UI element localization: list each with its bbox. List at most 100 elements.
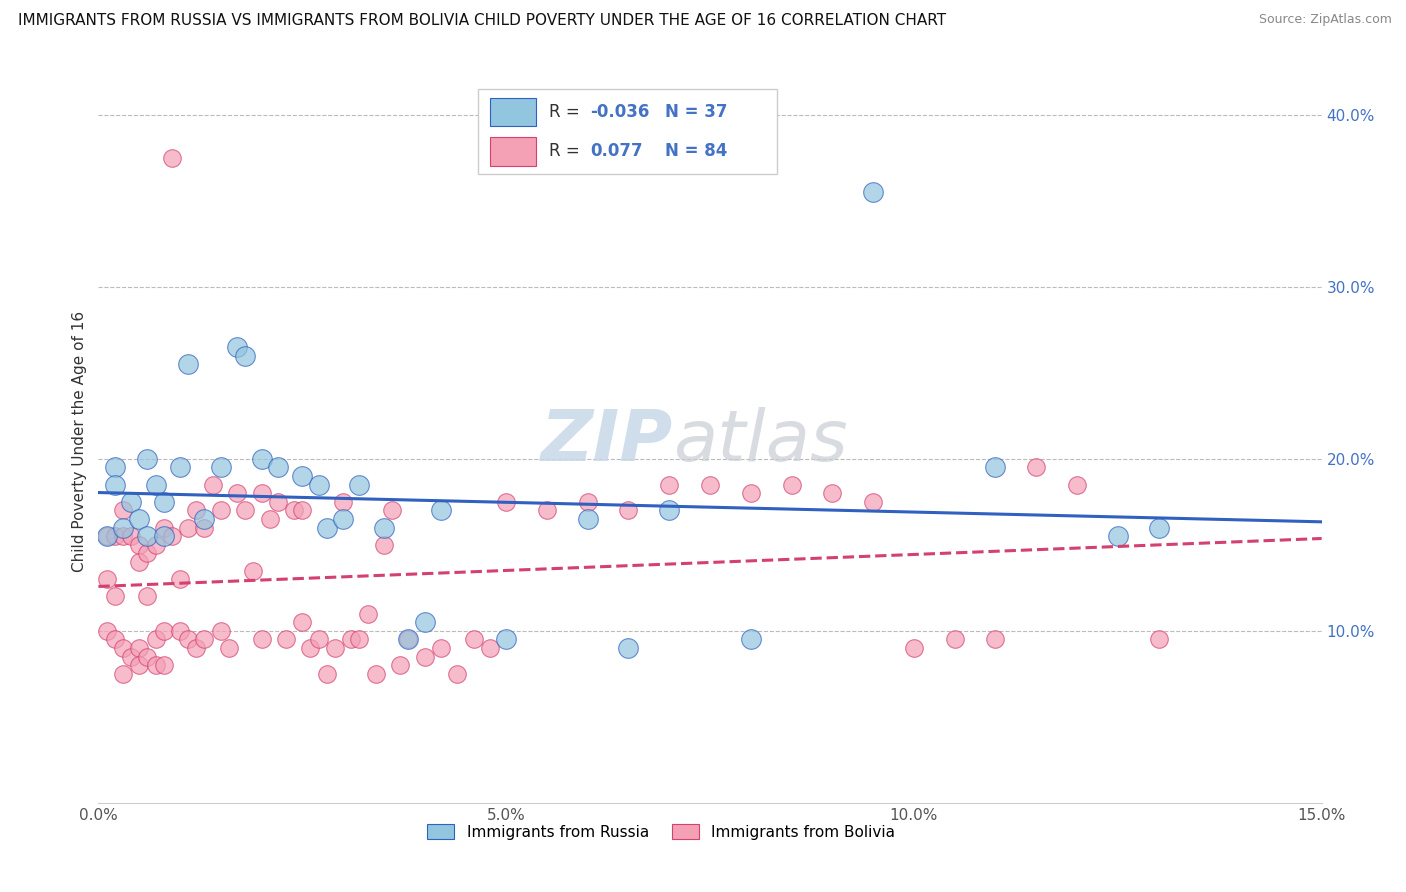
Point [104, 529, 127, 543]
Point [430, 503, 453, 517]
Point [984, 632, 1007, 647]
Point [943, 632, 966, 647]
Point [152, 658, 174, 673]
Point [193, 520, 215, 534]
Point [169, 624, 191, 638]
Point [177, 632, 200, 647]
Point [413, 649, 436, 664]
Point [218, 640, 240, 655]
FancyBboxPatch shape [478, 89, 778, 174]
Point [576, 512, 599, 526]
Point [209, 460, 232, 475]
Point [160, 151, 183, 165]
Point [315, 666, 337, 681]
Text: N = 37: N = 37 [665, 103, 727, 121]
Point [356, 607, 378, 621]
Point [478, 640, 501, 655]
Text: IMMIGRANTS FROM RUSSIA VS IMMIGRANTS FROM BOLIVIA CHILD POVERTY UNDER THE AGE OF: IMMIGRANTS FROM RUSSIA VS IMMIGRANTS FRO… [18, 13, 946, 29]
Point [128, 640, 150, 655]
Text: Source: ZipAtlas.com: Source: ZipAtlas.com [1258, 13, 1392, 27]
Point [250, 632, 273, 647]
Point [340, 632, 363, 647]
Point [104, 590, 127, 604]
Point [250, 451, 273, 466]
Point [136, 649, 159, 664]
Point [373, 538, 395, 552]
Point [96, 529, 118, 543]
Point [862, 494, 884, 508]
Text: atlas: atlas [673, 407, 848, 476]
Point [152, 529, 174, 543]
Point [136, 451, 159, 466]
Point [242, 564, 264, 578]
Text: ZIP: ZIP [541, 407, 673, 476]
Point [128, 555, 150, 569]
Point [128, 538, 150, 552]
Point [120, 649, 142, 664]
Point [308, 477, 330, 491]
Point [250, 486, 273, 500]
Point [396, 632, 419, 647]
Point [128, 512, 150, 526]
Point [104, 477, 127, 491]
Point [463, 632, 485, 647]
Point [495, 494, 517, 508]
Point [576, 494, 599, 508]
Legend: Immigrants from Russia, Immigrants from Bolivia: Immigrants from Russia, Immigrants from … [420, 818, 901, 846]
Point [332, 512, 354, 526]
Point [1147, 520, 1170, 534]
Point [821, 486, 844, 500]
Text: N = 84: N = 84 [665, 142, 727, 161]
Bar [489, 136, 536, 166]
Point [136, 529, 159, 543]
Point [413, 615, 436, 630]
Point [145, 632, 167, 647]
Point [209, 624, 232, 638]
Point [658, 477, 681, 491]
Point [446, 666, 468, 681]
Point [699, 477, 721, 491]
Bar [489, 97, 536, 127]
Point [233, 503, 256, 517]
Point [349, 477, 371, 491]
Point [1147, 632, 1170, 647]
Point [104, 460, 127, 475]
Point [186, 503, 208, 517]
Point [193, 632, 215, 647]
Point [536, 503, 558, 517]
Point [396, 632, 419, 647]
Point [308, 632, 330, 647]
Point [136, 590, 159, 604]
Point [315, 520, 337, 534]
Point [226, 486, 249, 500]
Point [1025, 460, 1047, 475]
Point [209, 503, 232, 517]
Point [111, 529, 134, 543]
Point [201, 477, 224, 491]
Point [152, 494, 174, 508]
Point [104, 632, 127, 647]
Point [291, 615, 314, 630]
Point [259, 512, 281, 526]
Point [274, 632, 297, 647]
Point [226, 340, 249, 354]
Point [291, 469, 314, 483]
Point [145, 477, 167, 491]
Point [267, 494, 290, 508]
Point [160, 529, 183, 543]
Point [193, 512, 215, 526]
Point [364, 666, 387, 681]
Point [145, 658, 167, 673]
Point [323, 640, 346, 655]
Point [96, 572, 118, 586]
Point [658, 503, 681, 517]
Text: 0.077: 0.077 [591, 142, 643, 161]
Point [267, 460, 290, 475]
Point [177, 520, 200, 534]
Point [233, 349, 256, 363]
Point [740, 632, 762, 647]
Point [862, 185, 884, 199]
Point [984, 460, 1007, 475]
Point [152, 520, 174, 534]
Point [495, 632, 517, 647]
